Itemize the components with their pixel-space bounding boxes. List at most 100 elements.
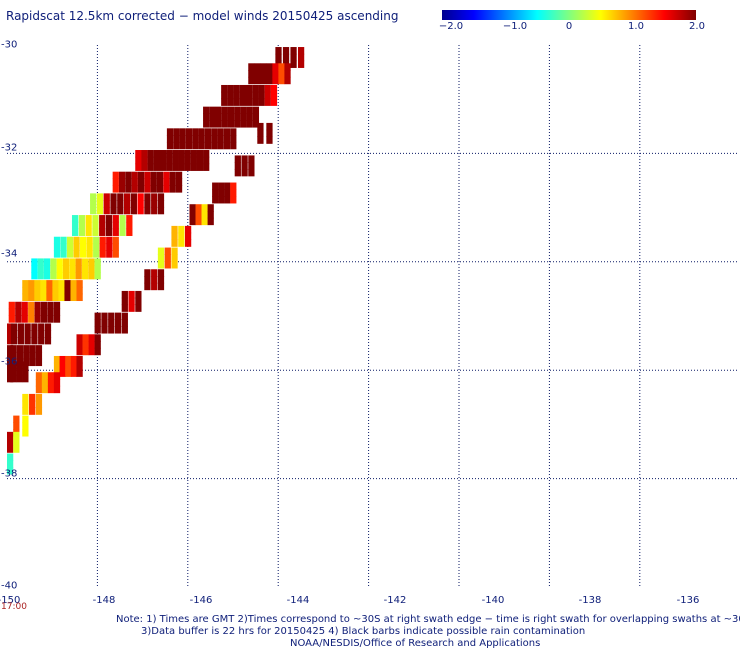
heatmap-cell [224,196,231,204]
heatmap-cell [29,407,36,415]
heatmap-cell [239,91,247,100]
heatmap-cell [171,239,178,247]
heatmap-cell [257,136,264,144]
heatmap-cell [203,163,210,171]
heatmap-cell [94,312,101,320]
heatmap-cell [290,60,297,68]
heatmap-cell [234,162,241,170]
heatmap-cell [64,293,71,302]
heatmap-cell [192,128,199,136]
heatmap-cell [239,98,247,106]
x-tick-label: -150 [0,595,21,606]
heatmap-cell [201,217,208,226]
heatmap-cell [65,355,72,364]
heatmap-cell [252,106,260,115]
heatmap-cell [173,135,180,143]
heatmap-cell [10,345,17,353]
heatmap-cell [28,308,35,316]
heatmap-cell [153,156,160,165]
heatmap-cell [38,337,45,345]
heatmap-cell [230,135,237,143]
heatmap-cell [50,265,57,273]
heatmap-cell [35,351,43,360]
heatmap-cell [252,84,259,93]
colorbar-tick-label: 2.0 [689,21,705,32]
heatmap-cell [56,271,63,280]
heatmap-cell [233,91,240,100]
heatmap-cell [21,308,28,316]
heatmap-cell [114,312,122,320]
heatmap-cell [53,308,61,316]
heatmap-cell [73,250,80,258]
heatmap-cell [101,326,108,334]
heatmap-cell [234,113,241,121]
heatmap-cell [246,120,253,128]
heatmap-cell [215,106,222,115]
heatmap-cell [135,163,142,171]
heatmap-cell [204,135,212,143]
heatmap-cell [106,236,113,245]
heatmap-cell [94,326,101,334]
heatmap-cell [53,385,61,394]
heatmap-cell [130,193,137,201]
heatmap-cell [252,98,259,106]
heatmap-cell [105,228,113,236]
heatmap-cell [227,120,235,128]
heatmap-cell [70,369,78,377]
heatmap-cell [58,280,65,288]
heatmap-cell [157,269,165,277]
heatmap-cell [264,98,271,106]
heatmap-cell [163,185,170,193]
heatmap-cell [137,193,144,201]
heatmap-cell [248,155,255,163]
heatmap-cell [59,355,66,364]
heatmap-cell [8,315,15,323]
colorbar-tick-label: −1.0 [502,21,528,32]
heatmap-cell [209,113,216,121]
heatmap-cell [80,243,87,251]
heatmap-cell [28,315,35,323]
heatmap-cell [43,271,51,280]
heatmap-cell [131,171,138,180]
heatmap-cell [290,53,297,62]
heatmap-cell [85,228,92,236]
heatmap-cell [227,84,234,93]
heatmap-cell [53,250,61,258]
heatmap-cell [46,286,53,295]
heatmap-cell [40,315,48,323]
heatmap-cell [175,171,183,180]
heatmap-cell [81,271,89,280]
heatmap-cell [248,76,255,85]
heatmap-cell [23,345,30,353]
heatmap-cell [16,345,24,353]
heatmap-cell [101,319,108,327]
y-tick-label: -30 [1,39,18,51]
heatmap-cell [7,323,14,331]
heatmap-cell [207,204,214,212]
heatmap-cell [192,141,199,150]
heatmap-cell [21,301,28,310]
heatmap-cell [125,185,132,193]
heatmap-cell [144,269,151,277]
heatmap-cell [93,250,100,258]
heatmap-cell [71,221,79,230]
heatmap-cell [94,271,101,280]
heatmap-cell [41,385,49,394]
heatmap-cell [15,301,22,310]
heatmap-cell [119,215,126,223]
heatmap-cell [29,358,36,367]
heatmap-cell [76,355,83,364]
heatmap-cell [117,200,124,208]
heatmap-cell [17,337,24,345]
heatmap-cell [29,393,36,402]
heatmap-cell [118,185,126,193]
heatmap-cell [156,178,164,186]
heatmap-cell [69,271,76,280]
heatmap-cell [178,163,185,171]
heatmap-cell [76,347,83,356]
heatmap-cell [24,330,31,338]
heatmap-cell [114,326,122,334]
heatmap-cell [62,271,70,280]
heatmap-cell [175,185,183,193]
heatmap-cell [178,239,185,247]
